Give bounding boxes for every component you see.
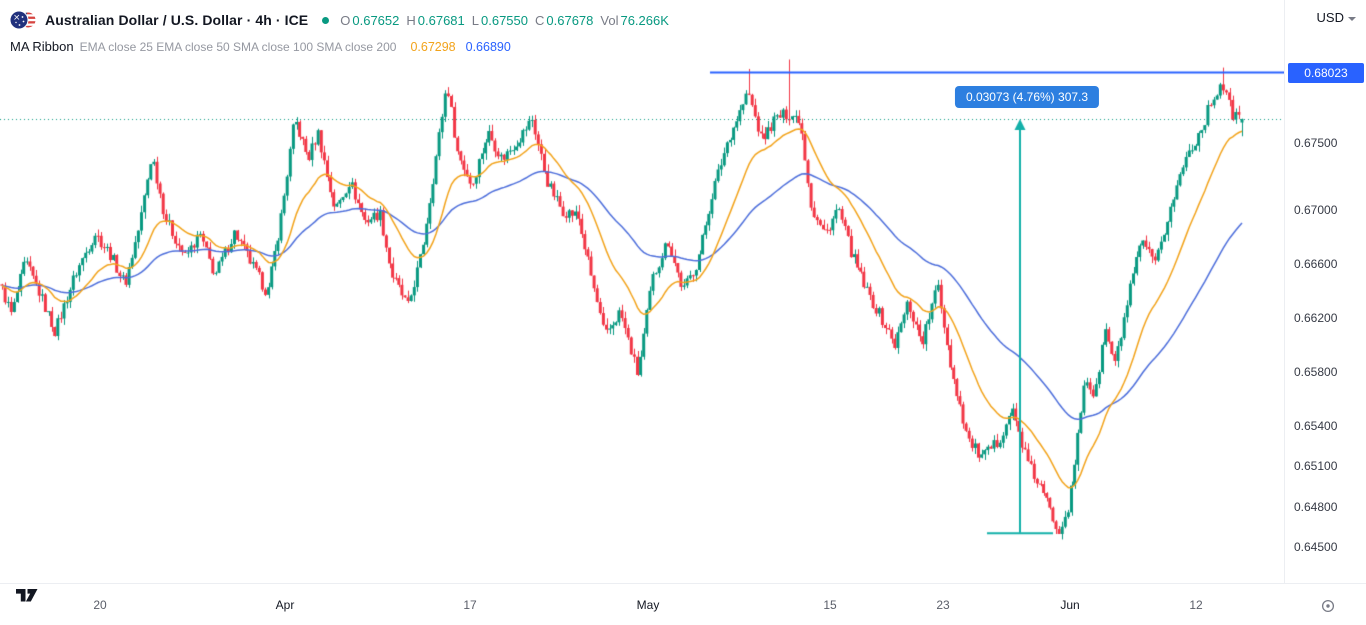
indicator-params: EMA close 25 EMA close 50 SMA close 100 … <box>79 40 397 54</box>
price-axis-label: 0.65800 <box>1294 365 1338 379</box>
price-axis-label: 0.65100 <box>1294 459 1338 473</box>
time-axis-label: Apr <box>275 598 295 612</box>
aud-usd-flags-icon <box>10 9 38 31</box>
price-axis-label: 0.66200 <box>1294 311 1338 325</box>
indicator-value-fast: 0.67298 <box>410 40 456 54</box>
chevron-down-icon <box>1348 16 1356 21</box>
volume-label: Vol <box>600 12 619 28</box>
settings-icon[interactable] <box>1320 598 1336 614</box>
price-axis[interactable]: 0.68023 0.67500 0.67000 0.66600 0.66200 0.65… <box>1284 0 1366 583</box>
close-value: 0.67678 <box>546 12 594 28</box>
time-axis[interactable]: 20 Apr 17 May 15 23 Jun 12 <box>0 583 1366 625</box>
time-axis-label: 17 <box>463 598 477 612</box>
close-label: C <box>535 12 545 28</box>
market-status-dot[interactable] <box>322 16 330 24</box>
time-axis-label: 15 <box>823 598 837 612</box>
open-value: 0.67652 <box>352 12 400 28</box>
price-axis-label: 0.64500 <box>1294 540 1338 554</box>
high-value: 0.67681 <box>417 12 465 28</box>
price-axis-label: 0.64800 <box>1294 500 1338 514</box>
time-axis-label: May <box>636 598 660 612</box>
ohlc-values: O 0.67652 H 0.67681 L 0.67550 C 0.67678 Vol 7… <box>333 13 669 28</box>
currency-selector[interactable]: USD <box>1317 10 1356 25</box>
volume-value: 76.266K <box>620 12 669 28</box>
low-value: 0.67550 <box>481 12 528 28</box>
price-axis-label: 0.66600 <box>1294 257 1338 271</box>
price-axis-label: 0.67000 <box>1294 203 1338 217</box>
price-axis-label: 0.67500 <box>1294 136 1338 150</box>
currency-label: USD <box>1316 10 1344 25</box>
time-axis-label: Jun <box>1060 598 1080 612</box>
tradingview-logo[interactable] <box>16 586 42 604</box>
time-axis-label: 12 <box>1189 598 1203 612</box>
high-label: H <box>406 12 416 28</box>
time-axis-label: 23 <box>936 598 950 612</box>
time-axis-label: 20 <box>93 598 107 612</box>
indicator-name[interactable]: MA Ribbon <box>10 39 74 54</box>
price-line-label: 0.68023 <box>1288 63 1364 83</box>
open-label: O <box>340 12 351 28</box>
indicator-value-slow: 0.66890 <box>465 40 511 54</box>
low-label: L <box>471 12 479 28</box>
price-axis-label: 0.65400 <box>1294 419 1338 433</box>
symbol-title[interactable]: Australian Dollar / U.S. Dollar · 4h · I… <box>45 12 309 28</box>
symbol-legend: Australian Dollar / U.S. Dollar · 4h · I… <box>10 9 669 54</box>
measure-tool-label[interactable]: 0.03073 (4.76%) 307.3 <box>954 86 1100 109</box>
indicator-legend: MA Ribbon EMA close 25 EMA close 50 SMA … <box>10 39 669 54</box>
